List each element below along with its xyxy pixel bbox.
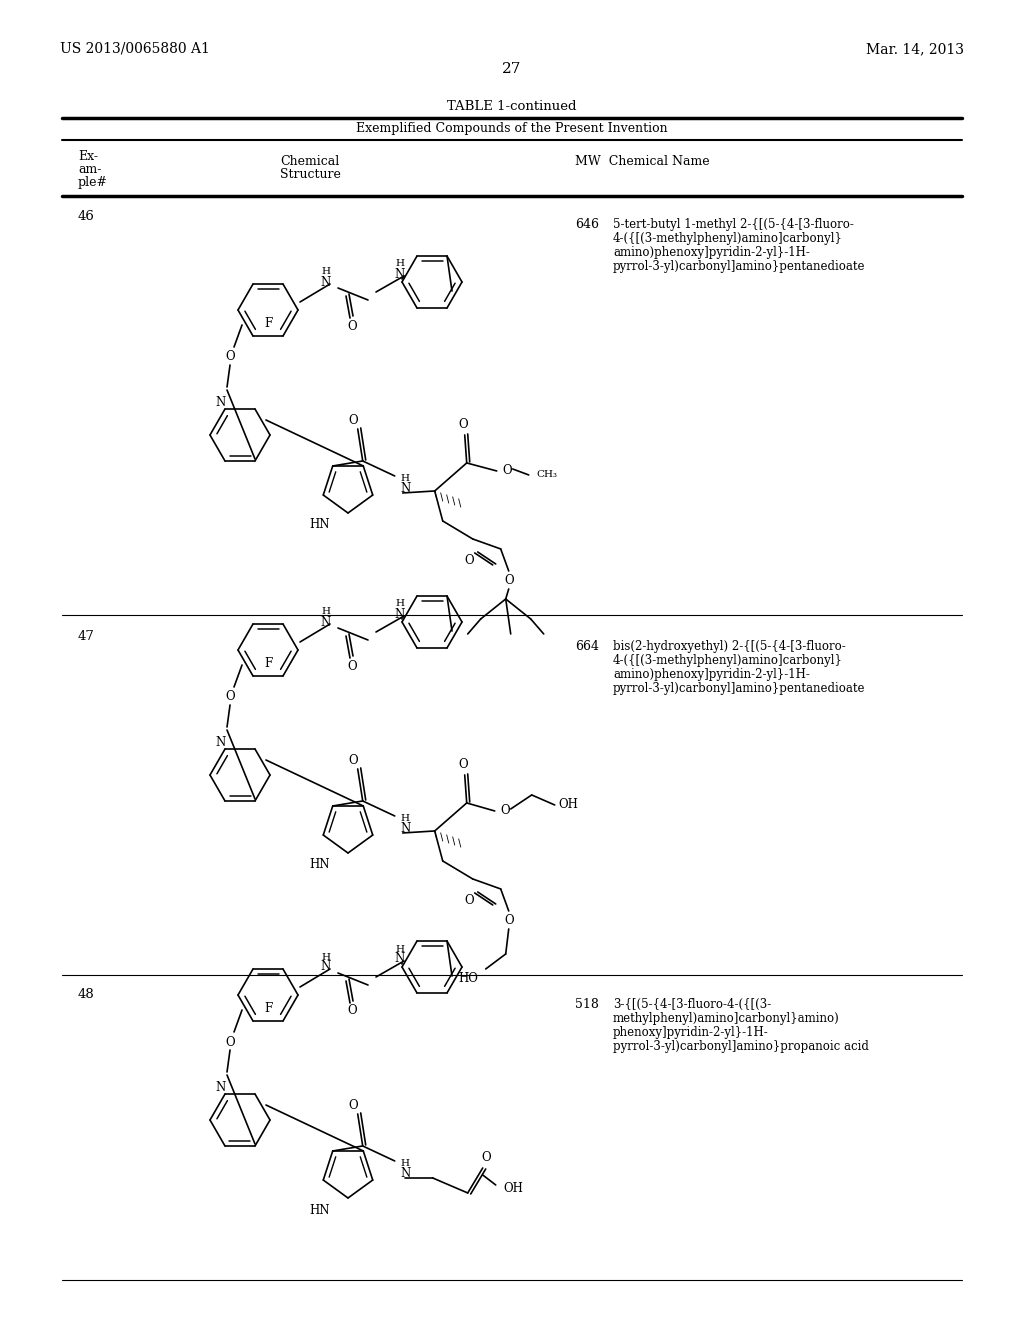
Text: N: N [321,961,331,974]
Text: F: F [264,1002,272,1015]
Text: Mar. 14, 2013: Mar. 14, 2013 [866,42,964,55]
Text: bis(2-hydroxyethyl) 2-{[(5-{4-[3-fluoro-: bis(2-hydroxyethyl) 2-{[(5-{4-[3-fluoro- [613,640,846,653]
Text: HO: HO [459,973,478,986]
Text: 518: 518 [575,998,599,1011]
Text: Ex-: Ex- [78,150,98,162]
Text: N: N [395,268,406,281]
Text: pyrrol-3-yl)carbonyl]amino}pentanedioate: pyrrol-3-yl)carbonyl]amino}pentanedioate [613,682,865,696]
Text: O: O [348,755,357,767]
Text: H: H [400,474,410,483]
Text: Chemical: Chemical [281,154,340,168]
Text: O: O [504,915,513,928]
Text: N: N [400,483,411,495]
Text: phenoxy]pyridin-2-yl}-1H-: phenoxy]pyridin-2-yl}-1H- [613,1026,769,1039]
Text: Structure: Structure [280,168,340,181]
Text: methylphenyl)amino]carbonyl}amino): methylphenyl)amino]carbonyl}amino) [613,1012,840,1026]
Text: O: O [225,1035,234,1048]
Text: H: H [395,945,404,953]
Text: O: O [503,465,512,478]
Text: N: N [400,822,411,836]
Text: TABLE 1-continued: TABLE 1-continued [447,100,577,114]
Text: N: N [395,607,406,620]
Text: O: O [464,554,473,568]
Text: 4-({[(3-methylphenyl)amino]carbonyl}: 4-({[(3-methylphenyl)amino]carbonyl} [613,653,843,667]
Text: MW  Chemical Name: MW Chemical Name [575,154,710,168]
Text: O: O [504,574,513,587]
Text: N: N [321,276,331,289]
Text: O: O [481,1151,490,1164]
Text: O: O [348,1100,357,1113]
Text: US 2013/0065880 A1: US 2013/0065880 A1 [60,42,210,55]
Text: O: O [347,319,356,333]
Text: N: N [321,615,331,628]
Text: 27: 27 [503,62,521,77]
Text: H: H [400,814,410,824]
Text: O: O [464,895,473,907]
Text: N: N [216,735,226,748]
Text: pyrrol-3-yl)carbonyl]amino}propanoic acid: pyrrol-3-yl)carbonyl]amino}propanoic aci… [613,1040,869,1053]
Text: N: N [395,953,406,965]
Text: 46: 46 [78,210,95,223]
Text: HN: HN [309,519,330,532]
Text: pyrrol-3-yl)carbonyl]amino}pentanedioate: pyrrol-3-yl)carbonyl]amino}pentanedioate [613,260,865,273]
Text: O: O [225,351,234,363]
Text: H: H [395,599,404,609]
Text: F: F [264,657,272,671]
Text: 5-tert-butyl 1-methyl 2-{[(5-{4-[3-fluoro-: 5-tert-butyl 1-methyl 2-{[(5-{4-[3-fluor… [613,218,854,231]
Text: N: N [216,1081,226,1093]
Text: H: H [322,607,331,616]
Text: O: O [458,759,468,771]
Text: 646: 646 [575,218,599,231]
Text: 48: 48 [78,987,95,1001]
Text: amino)phenoxy]pyridin-2-yl}-1H-: amino)phenoxy]pyridin-2-yl}-1H- [613,246,810,259]
Text: H: H [400,1159,410,1168]
Text: O: O [225,690,234,704]
Text: HN: HN [309,858,330,871]
Text: H: H [322,953,331,961]
Text: O: O [501,804,510,817]
Text: F: F [264,317,272,330]
Text: OH: OH [504,1183,523,1196]
Text: N: N [400,1167,411,1180]
Text: N: N [216,396,226,409]
Text: O: O [348,414,357,428]
Text: O: O [458,418,468,432]
Text: H: H [395,260,404,268]
Text: ple#: ple# [78,176,108,189]
Text: 664: 664 [575,640,599,653]
Text: 4-({[(3-methylphenyl)amino]carbonyl}: 4-({[(3-methylphenyl)amino]carbonyl} [613,232,843,246]
Text: OH: OH [559,799,579,812]
Text: amino)phenoxy]pyridin-2-yl}-1H-: amino)phenoxy]pyridin-2-yl}-1H- [613,668,810,681]
Text: O: O [347,660,356,672]
Text: 3-{[(5-{4-[3-fluoro-4-({[(3-: 3-{[(5-{4-[3-fluoro-4-({[(3- [613,998,771,1011]
Text: HN: HN [309,1204,330,1217]
Text: H: H [322,268,331,276]
Text: Exemplified Compounds of the Present Invention: Exemplified Compounds of the Present Inv… [356,121,668,135]
Text: am-: am- [78,162,101,176]
Text: 47: 47 [78,630,95,643]
Text: CH₃: CH₃ [537,470,558,479]
Text: O: O [347,1005,356,1018]
